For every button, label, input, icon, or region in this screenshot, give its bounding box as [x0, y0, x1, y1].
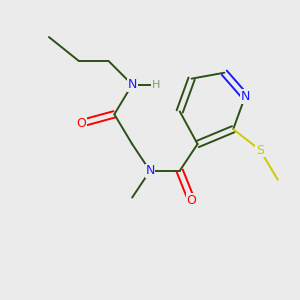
Text: O: O: [77, 117, 87, 130]
Text: S: S: [256, 143, 264, 157]
Text: O: O: [187, 194, 196, 207]
Text: N: N: [128, 78, 137, 91]
Text: H: H: [152, 80, 160, 90]
Text: N: N: [145, 164, 155, 177]
Text: N: N: [240, 90, 250, 103]
